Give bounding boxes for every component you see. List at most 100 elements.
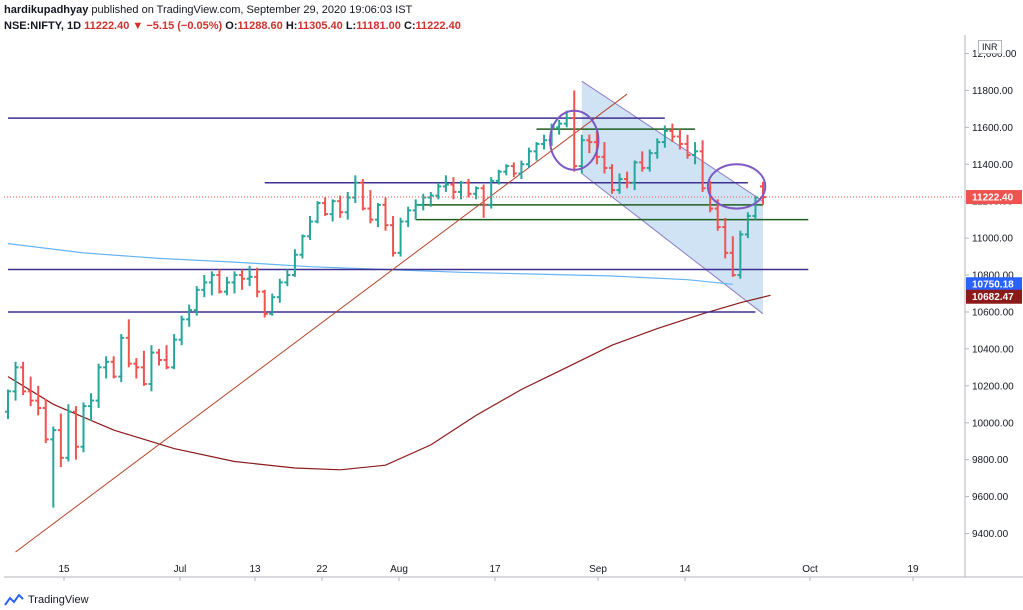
ohlc-bar[interactable]	[27, 376, 34, 407]
ohlc-bar[interactable]	[699, 140, 706, 192]
ohlc-bar[interactable]	[518, 160, 525, 180]
ohlc-bar[interactable]	[639, 151, 646, 172]
ohlc-bar[interactable]	[495, 169, 502, 185]
ohlc-bar[interactable]	[246, 265, 253, 287]
ohlc-bar[interactable]	[261, 289, 268, 318]
ohlc-bar[interactable]	[737, 230, 744, 279]
ohlc-bar[interactable]	[367, 190, 374, 224]
currency-badge[interactable]: INR	[978, 40, 1002, 54]
footer-brand[interactable]: TradingView	[28, 594, 89, 606]
ohlc-bar[interactable]	[125, 319, 132, 368]
ohlc-bar[interactable]	[88, 393, 95, 421]
ohlc-bar[interactable]	[5, 389, 11, 420]
x-axis-tick-label: Oct	[802, 564, 818, 575]
ohlc-bar[interactable]	[503, 164, 510, 176]
ohlc-bar[interactable]	[208, 271, 215, 296]
ohlc-bar[interactable]	[72, 406, 79, 460]
ohlc-bar[interactable]	[133, 358, 140, 379]
ohlc-bar[interactable]	[541, 134, 548, 150]
ohlc-bar[interactable]	[571, 90, 578, 172]
ohlc-bar[interactable]	[609, 164, 615, 194]
ohlc-bar[interactable]	[231, 271, 238, 294]
ohlc-bar[interactable]	[525, 147, 532, 168]
ohlc-bar[interactable]	[20, 361, 27, 396]
ohlc-bar[interactable]	[254, 267, 261, 298]
ohlc-bar[interactable]	[291, 249, 298, 277]
ohlc-bar[interactable]	[390, 215, 397, 257]
ohlc-bar[interactable]	[110, 356, 117, 379]
ohlc-bar[interactable]	[80, 402, 87, 453]
ohlc-bar[interactable]	[450, 177, 457, 200]
ohlc-bar[interactable]	[156, 348, 162, 366]
plot-area[interactable]	[4, 35, 962, 552]
ohlc-bar[interactable]	[601, 142, 608, 174]
ohlc-bar[interactable]	[299, 234, 306, 259]
ohlc-bar[interactable]	[239, 269, 246, 290]
ohlc-bar[interactable]	[744, 212, 751, 239]
ohlc-bar[interactable]	[269, 293, 276, 316]
ohlc-bar[interactable]	[50, 426, 57, 508]
ohlc-bar[interactable]	[186, 304, 193, 327]
ohlc-bar[interactable]	[533, 142, 540, 161]
ohlc-bar[interactable]	[480, 184, 487, 218]
ohlc-bar[interactable]	[692, 142, 699, 165]
ohlc-bar[interactable]	[42, 398, 49, 444]
ohlc-bar[interactable]	[488, 177, 495, 209]
y-axis-tick-label: 9600.00	[972, 492, 1009, 503]
ohlc-bar[interactable]	[412, 199, 419, 220]
ohlc-bar[interactable]	[405, 206, 412, 228]
ohlc-bar[interactable]	[722, 217, 729, 259]
ohlc-bar[interactable]	[563, 110, 570, 128]
ohlc-bar[interactable]	[284, 269, 291, 287]
ohlc-bar[interactable]	[676, 129, 683, 150]
ohlc-bar[interactable]	[465, 179, 472, 198]
ohlc-bar[interactable]	[148, 345, 155, 392]
ohlc-bar[interactable]	[216, 269, 223, 294]
ohlc-bar[interactable]	[337, 195, 344, 218]
ohlc-bar[interactable]	[201, 275, 208, 298]
ohlc-bar[interactable]	[435, 182, 442, 200]
ohlc-bar[interactable]	[163, 345, 170, 370]
ohlc-bar[interactable]	[223, 276, 230, 296]
ohlc-bar[interactable]	[473, 186, 480, 200]
ohlc-bar[interactable]	[578, 134, 585, 174]
ohlc-bar[interactable]	[616, 173, 623, 194]
ohlc-bar[interactable]	[397, 217, 404, 257]
ohlc-bar[interactable]	[684, 134, 691, 159]
ohlc-bar[interactable]	[65, 404, 72, 462]
ohlc-bar[interactable]	[458, 180, 464, 200]
ohlc-bar[interactable]	[669, 123, 676, 143]
ohlc-bar[interactable]	[729, 236, 736, 277]
ohlc-bar[interactable]	[307, 215, 313, 240]
ohlc-bar[interactable]	[586, 134, 593, 154]
publisher-name[interactable]: hardikupadhyay	[4, 4, 89, 16]
symbol-name[interactable]: NSE:NIFTY, 1D	[4, 20, 82, 32]
ohlc-bar[interactable]	[382, 197, 389, 231]
ohlc-bar[interactable]	[118, 334, 125, 383]
ohlc-bar[interactable]	[12, 361, 19, 401]
ohlc-bar[interactable]	[140, 350, 147, 386]
ohlc-bar[interactable]	[322, 197, 329, 216]
ohlc-bar[interactable]	[35, 385, 42, 416]
ohlc-bar[interactable]	[178, 315, 185, 346]
ohlc-bar[interactable]	[329, 199, 336, 222]
ohlc-bar[interactable]	[624, 171, 631, 189]
ohlc-bar[interactable]	[276, 278, 283, 303]
ohlc-bar[interactable]	[57, 413, 64, 468]
ohlc-bar[interactable]	[646, 149, 653, 172]
ohlc-bar[interactable]	[171, 334, 178, 370]
ohlc-bar[interactable]	[359, 179, 366, 211]
ohlc-bar[interactable]	[661, 125, 668, 148]
ohlc-bar[interactable]	[442, 175, 449, 192]
ohlc-bar[interactable]	[510, 162, 517, 178]
ohlc-bar[interactable]	[654, 138, 661, 159]
ohlc-bar[interactable]	[193, 286, 200, 316]
ohlc-bar[interactable]	[556, 119, 563, 135]
ohlc-bar[interactable]	[314, 201, 321, 224]
ohlc-bar[interactable]	[103, 356, 110, 379]
ohlc-bar[interactable]	[714, 199, 721, 231]
ohlc-bar[interactable]	[374, 203, 381, 228]
ohlc-bar[interactable]	[95, 363, 102, 408]
ohlc-bar[interactable]	[631, 160, 638, 191]
